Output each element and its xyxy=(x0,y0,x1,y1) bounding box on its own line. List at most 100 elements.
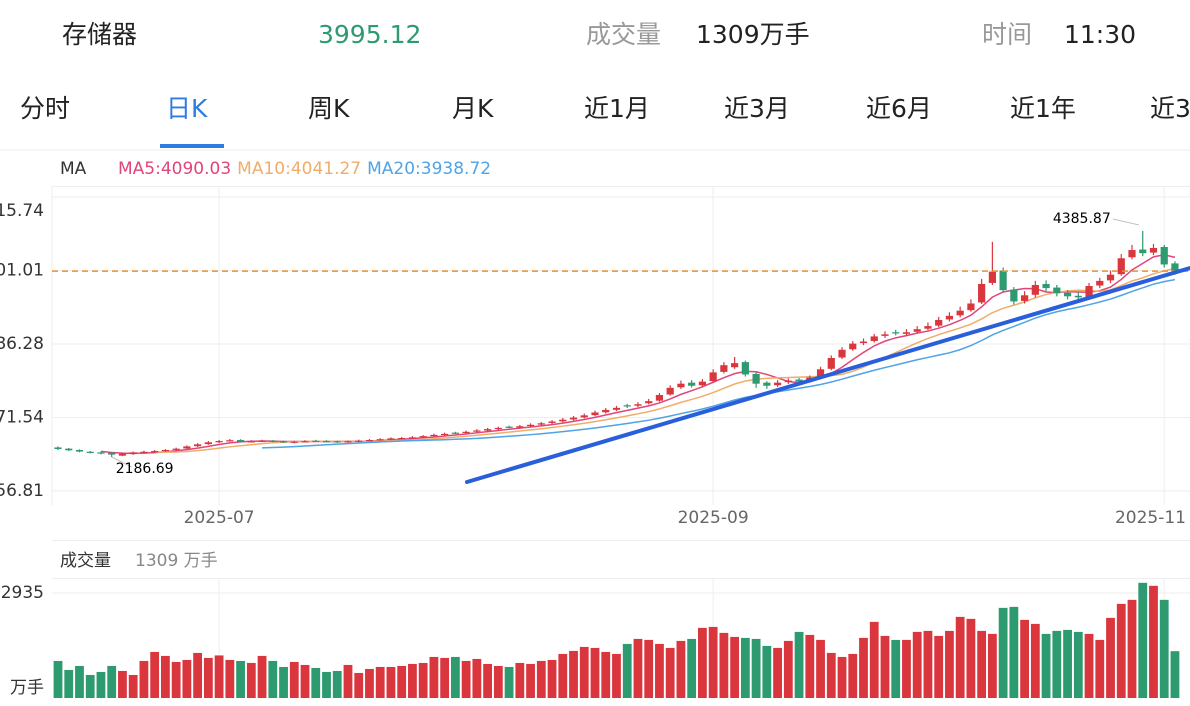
volume-bar xyxy=(64,669,74,698)
period-tab[interactable]: 日K xyxy=(166,94,208,123)
x-tick-label: 2025-11 xyxy=(1115,508,1186,528)
candle-body xyxy=(892,332,900,334)
volume-bar xyxy=(386,666,396,698)
volume-bar xyxy=(805,634,815,698)
volume-bar xyxy=(1020,619,1029,698)
period-tab[interactable]: 近3年 xyxy=(1150,94,1190,123)
candle-body xyxy=(569,417,578,420)
volume-label: 成交量 xyxy=(586,20,661,49)
candle-body xyxy=(1096,280,1104,286)
candle-body xyxy=(720,365,728,372)
candle-body xyxy=(484,429,492,431)
ma-legend-name: MA10: xyxy=(237,159,291,179)
candle-body xyxy=(1128,250,1136,258)
volume-bar xyxy=(182,659,192,698)
volume-bar xyxy=(343,664,353,698)
volume-bar xyxy=(923,630,933,698)
candle-body xyxy=(118,453,127,456)
volume-bar xyxy=(96,671,106,698)
ma-legend-name: MA20: xyxy=(367,159,421,179)
volume-bar xyxy=(1095,639,1105,698)
stock-price: 3995.12 xyxy=(318,20,421,49)
candle-body xyxy=(333,441,341,443)
volume-bar xyxy=(472,658,482,698)
indicator-label: MA xyxy=(60,159,87,179)
volume-bar xyxy=(418,662,428,698)
candle-body xyxy=(355,440,363,442)
candle-body xyxy=(97,452,105,454)
volume-bar xyxy=(987,633,997,698)
volume-bar xyxy=(504,666,514,698)
candle-body xyxy=(301,441,309,443)
volume-bar xyxy=(257,655,267,698)
y-tick-label: 3286.28 xyxy=(0,334,44,354)
candle-body xyxy=(623,405,631,407)
candle-body xyxy=(1085,286,1093,297)
candle-body xyxy=(108,452,116,455)
trend-line xyxy=(465,266,1190,484)
volume-bar xyxy=(622,643,632,698)
y-tick-label: 4715.74 xyxy=(0,201,44,221)
volume-bar xyxy=(236,660,245,698)
volume-bar xyxy=(429,656,439,698)
candle-body xyxy=(161,450,169,452)
volume-bar xyxy=(730,636,740,698)
volume-bar xyxy=(279,666,288,698)
volume-bar xyxy=(408,663,417,698)
volume-title: 成交量 xyxy=(60,551,111,571)
candle-body xyxy=(151,451,159,453)
ma-legend-value: 4041.27 xyxy=(291,159,361,179)
volume-bar xyxy=(322,671,331,698)
period-tab[interactable]: 近1年 xyxy=(1010,94,1076,123)
low-pointer xyxy=(111,456,132,468)
candle-body xyxy=(827,357,835,369)
volume-bar xyxy=(1106,617,1115,698)
candle-body xyxy=(612,407,621,410)
volume-bar xyxy=(966,618,976,698)
period-tab[interactable]: 近3月 xyxy=(724,94,790,123)
panel-border xyxy=(52,578,1190,579)
volume-bar xyxy=(859,637,868,698)
volume-bar xyxy=(440,657,450,698)
candle-body xyxy=(75,450,84,452)
candle-body xyxy=(430,434,438,437)
candle-body xyxy=(269,440,277,442)
volume-bar xyxy=(676,640,686,698)
candle-body xyxy=(773,382,782,386)
volume-bar xyxy=(128,674,138,698)
candle-body xyxy=(709,372,717,382)
candle-body xyxy=(258,440,266,442)
candle-body xyxy=(226,440,234,442)
period-tab[interactable]: 近1月 xyxy=(584,94,650,123)
candle-body xyxy=(881,334,889,336)
candle-body xyxy=(65,448,73,451)
period-tab[interactable]: 近6月 xyxy=(866,94,932,123)
volume-bar xyxy=(139,660,149,698)
period-tab[interactable]: 分时 xyxy=(20,94,70,123)
volume-bar xyxy=(816,639,825,698)
volume-bar xyxy=(558,653,568,698)
volume-bar xyxy=(891,639,901,698)
candle-body xyxy=(140,451,148,453)
panel-border xyxy=(52,540,1190,541)
candle-body xyxy=(129,452,137,455)
volume-bar xyxy=(300,664,310,698)
candle-body xyxy=(731,363,739,368)
volume-bar xyxy=(107,665,117,698)
volume-bar xyxy=(450,656,460,698)
x-tick-label: 2025-09 xyxy=(678,508,749,528)
candle-body xyxy=(376,439,384,441)
volume-bar xyxy=(118,670,127,698)
panel-border xyxy=(52,186,1190,187)
period-tab[interactable]: 周K xyxy=(308,94,350,123)
price-chart: 1856.81 2571.54 3286.28 4001.01 4715.74 2025-… xyxy=(0,186,1190,528)
volume-bar xyxy=(794,631,804,698)
volume-bar xyxy=(1170,651,1180,698)
volume-bar xyxy=(998,607,1008,698)
period-tab[interactable]: 月K xyxy=(452,94,494,123)
candle-body xyxy=(752,373,760,384)
candle-body xyxy=(1160,246,1168,265)
volume-bar xyxy=(945,630,954,698)
y-tick-label: 2935 xyxy=(1,583,44,603)
volume-bar xyxy=(1030,623,1040,698)
